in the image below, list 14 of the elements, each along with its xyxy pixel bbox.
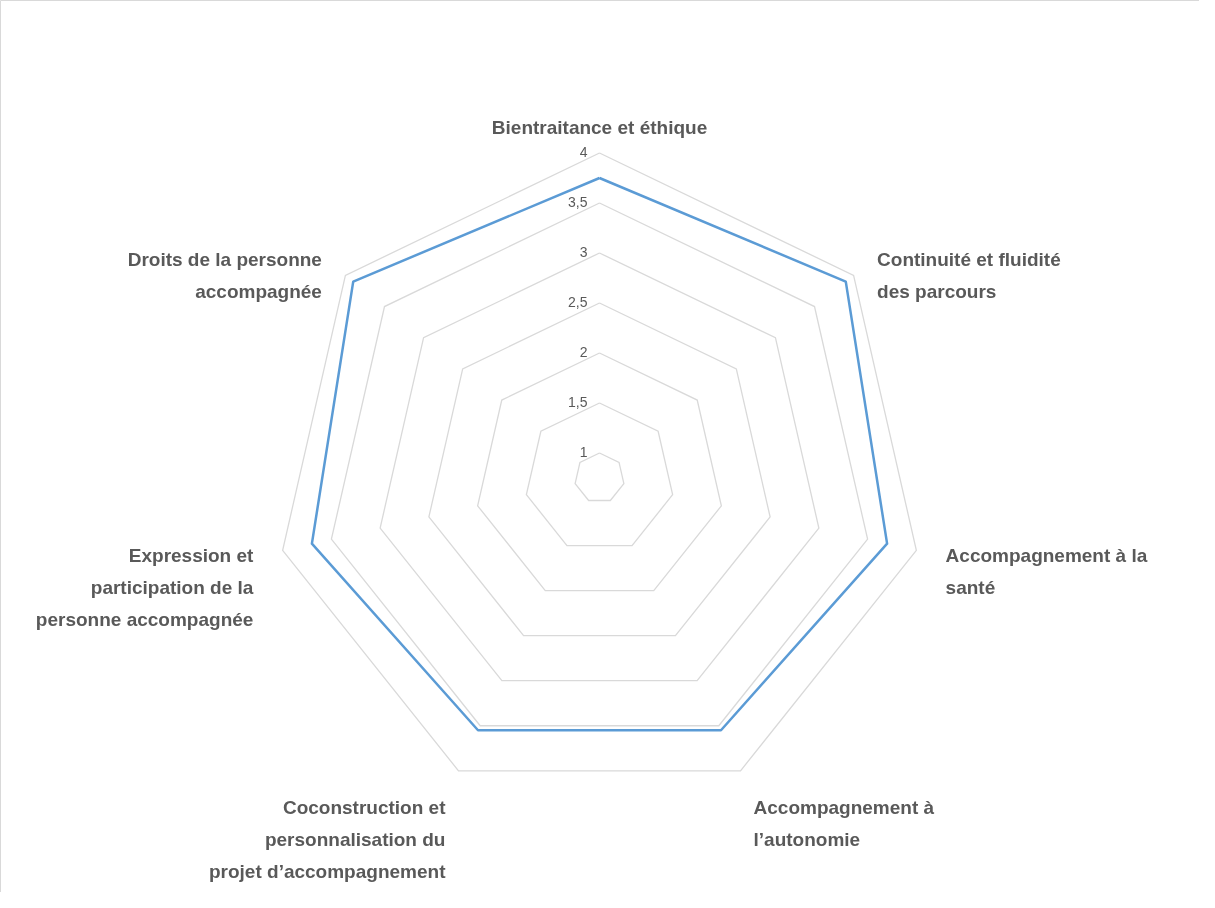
y-tick-label: 1,5 [568, 394, 588, 410]
y-tick-label: 3 [579, 244, 588, 260]
spoke-label: Expression et participation de la personne accompagnée [35, 544, 255, 630]
y-tick-label: 2,5 [568, 294, 588, 310]
spoke-label: Bientraitance et éthique [491, 117, 708, 138]
spoke-label: Droits de la personne accompagnée [127, 248, 322, 302]
spoke-label: Continuité et fluidité des parcours [877, 248, 1061, 302]
spoke-label: Coconstruction et personnalisation du projet d’accompagnement [208, 797, 447, 883]
y-tick-label: 1 [579, 444, 588, 460]
y-tick-label: 2 [579, 344, 588, 360]
spoke-label: Accompagnement à l’autonomie [753, 797, 935, 851]
y-tick-label: 3,5 [568, 194, 588, 210]
spoke-label: Accompagnement à la santé [945, 544, 1148, 598]
y-tick-label: 4 [579, 144, 588, 160]
